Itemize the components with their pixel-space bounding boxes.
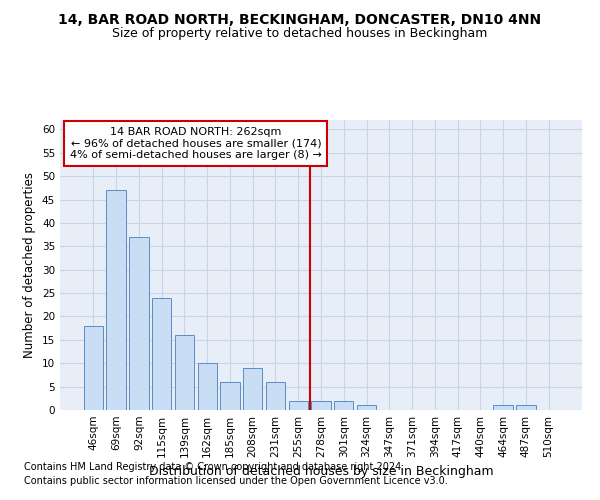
Bar [197,363,217,410]
Bar [289,400,308,410]
Y-axis label: Number of detached properties: Number of detached properties [23,172,37,358]
X-axis label: Distribution of detached houses by size in Beckingham: Distribution of detached houses by size … [149,466,493,478]
Bar [175,335,194,410]
Bar [516,406,536,410]
Bar [129,237,149,410]
Bar [84,326,103,410]
Text: Contains public sector information licensed under the Open Government Licence v3: Contains public sector information licen… [24,476,448,486]
Bar [243,368,262,410]
Bar [493,406,513,410]
Bar [357,406,376,410]
Bar [311,400,331,410]
Text: 14, BAR ROAD NORTH, BECKINGHAM, DONCASTER, DN10 4NN: 14, BAR ROAD NORTH, BECKINGHAM, DONCASTE… [58,12,542,26]
Bar [266,382,285,410]
Bar [106,190,126,410]
Bar [220,382,239,410]
Text: 14 BAR ROAD NORTH: 262sqm
← 96% of detached houses are smaller (174)
4% of semi-: 14 BAR ROAD NORTH: 262sqm ← 96% of detac… [70,127,322,160]
Bar [334,400,353,410]
Text: Contains HM Land Registry data © Crown copyright and database right 2024.: Contains HM Land Registry data © Crown c… [24,462,404,472]
Bar [152,298,172,410]
Text: Size of property relative to detached houses in Beckingham: Size of property relative to detached ho… [112,28,488,40]
